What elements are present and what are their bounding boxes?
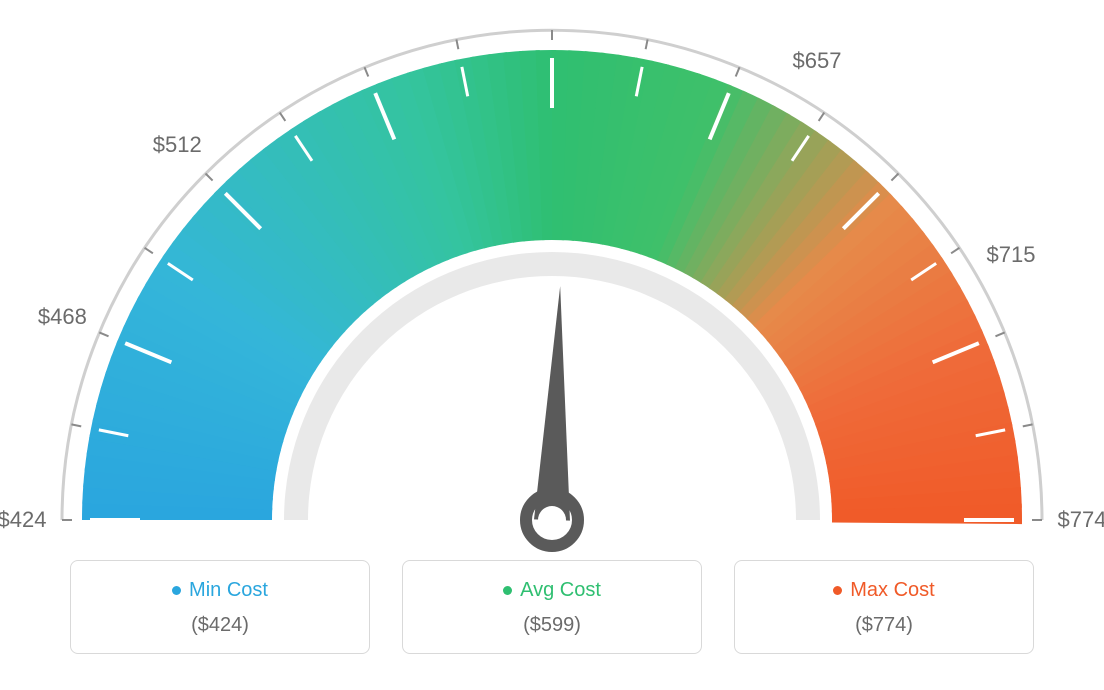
legend-title-text: Max Cost — [850, 579, 934, 602]
legend-title-avg: Avg Cost — [503, 579, 601, 602]
legend-row: Min Cost ($424) Avg Cost ($599) Max Cost… — [0, 560, 1104, 654]
dot-icon — [503, 586, 512, 595]
legend-value-max: ($774) — [745, 614, 1023, 637]
legend-title-text: Avg Cost — [520, 579, 601, 602]
gauge-chart: $424 $468 $512 $599 $657 $715 $774 — [0, 0, 1104, 560]
legend-card-avg: Avg Cost ($599) — [402, 560, 702, 654]
gauge-tick-label: $512 — [153, 132, 202, 158]
gauge-tick-label: $424 — [0, 507, 46, 533]
gauge-tick-label: $599 — [528, 0, 577, 3]
gauge-tick-label: $774 — [1058, 507, 1104, 533]
dot-icon — [172, 586, 181, 595]
legend-value-avg: ($599) — [413, 614, 691, 637]
gauge-svg — [0, 0, 1104, 560]
legend-title-text: Min Cost — [189, 579, 268, 602]
legend-value-min: ($424) — [81, 614, 359, 637]
dot-icon — [833, 586, 842, 595]
legend-card-max: Max Cost ($774) — [734, 560, 1034, 654]
gauge-tick-label: $715 — [987, 242, 1036, 268]
gauge-tick-label: $657 — [793, 48, 842, 74]
legend-card-min: Min Cost ($424) — [70, 560, 370, 654]
gauge-tick-label: $468 — [38, 304, 87, 330]
legend-title-max: Max Cost — [833, 579, 934, 602]
legend-title-min: Min Cost — [172, 579, 268, 602]
